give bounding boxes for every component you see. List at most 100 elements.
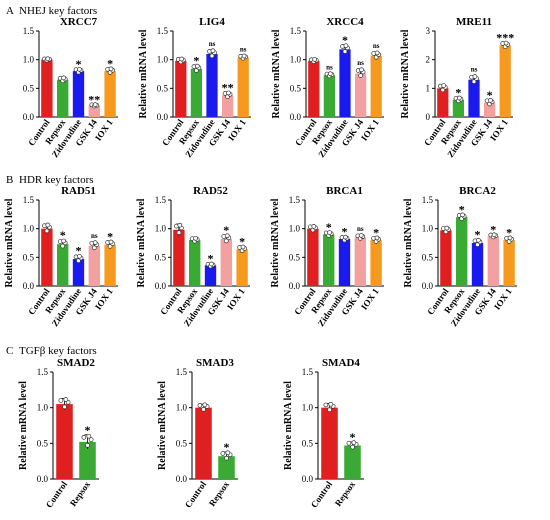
bar-iox-1 xyxy=(370,240,382,286)
data-point xyxy=(374,50,380,56)
significance-marker: * xyxy=(459,202,465,216)
y-tick-label: 0.5 xyxy=(290,83,302,93)
significance-marker: * xyxy=(455,86,461,100)
significance-marker: ns xyxy=(357,225,364,233)
y-tick-label: 1.5 xyxy=(422,195,434,205)
y-tick-label: 1.0 xyxy=(302,403,314,413)
data-point xyxy=(359,67,364,73)
data-point xyxy=(441,83,447,88)
data-point xyxy=(45,222,51,228)
bar-zidovudine xyxy=(72,71,85,117)
y-tick-label: 1.5 xyxy=(23,26,35,36)
y-tick-label: 0 xyxy=(426,112,431,122)
data-point xyxy=(108,66,114,72)
data-point xyxy=(351,440,357,445)
data-point xyxy=(197,403,203,408)
x-tick-label: Repsox xyxy=(68,479,93,508)
data-point xyxy=(60,243,66,249)
y-tick-label: 0.0 xyxy=(157,112,169,122)
y-axis-label: Relative mRNA level xyxy=(400,29,411,118)
bar-iox-1 xyxy=(370,55,382,117)
bar-repsox xyxy=(456,217,468,286)
data-point xyxy=(358,233,364,238)
y-tick-label: 0.0 xyxy=(37,474,49,484)
y-tick-label: 0.0 xyxy=(290,112,302,122)
bar-zidovudine xyxy=(468,79,480,117)
data-point xyxy=(460,212,465,218)
y-tick-label: 1 xyxy=(426,83,431,93)
bar-iox-1 xyxy=(237,57,249,117)
y-tick-label: 0.5 xyxy=(302,438,314,448)
chart-title: RAD52 xyxy=(193,185,228,197)
bar-gsk-j4 xyxy=(220,238,232,286)
data-point xyxy=(456,95,462,101)
data-point xyxy=(63,397,69,402)
x-tick-label: IOX 1 xyxy=(359,286,381,312)
significance-marker: * xyxy=(490,222,496,236)
plots: XRCC70.00.51.01.5ControlRepsox*Zidovudin… xyxy=(4,16,517,510)
data-point xyxy=(179,56,185,62)
data-point xyxy=(346,440,352,446)
significance-marker: ns xyxy=(373,42,380,50)
y-tick-label: 1.0 xyxy=(290,55,302,65)
bar-control xyxy=(437,88,449,117)
significance-marker: * xyxy=(373,225,379,239)
chart-title: LIG4 xyxy=(199,16,225,28)
chart-title: SMAD4 xyxy=(322,357,360,369)
y-axis-label: Relative mRNA level xyxy=(283,381,294,470)
y-tick-label: 0.5 xyxy=(155,252,167,262)
chart-title: MRE11 xyxy=(456,16,492,28)
data-point xyxy=(472,74,478,79)
bar-gsk-j4 xyxy=(88,245,100,286)
data-point xyxy=(342,49,348,54)
data-point xyxy=(108,239,114,245)
data-point xyxy=(86,433,92,439)
y-tick-label: 1.0 xyxy=(422,224,434,234)
data-point xyxy=(224,455,229,461)
x-tick-label: IOX 1 xyxy=(93,117,115,143)
data-point xyxy=(61,75,66,81)
y-tick-label: 0.0 xyxy=(23,112,35,122)
significance-marker: * xyxy=(193,53,199,67)
data-point xyxy=(328,401,334,407)
bar-control xyxy=(440,230,452,286)
y-axis-label: Relative mRNA level xyxy=(4,198,15,287)
data-point xyxy=(241,53,247,59)
chart-title: RAD51 xyxy=(61,185,96,197)
bar-repsox xyxy=(57,244,69,286)
significance-marker: ** xyxy=(88,92,100,106)
significance-marker: ns xyxy=(326,63,333,71)
y-tick-label: 3 xyxy=(426,26,431,36)
data-point xyxy=(176,230,182,235)
y-tick-label: 1.5 xyxy=(37,367,49,377)
y-tick-label: 1.0 xyxy=(23,224,35,234)
bar-control xyxy=(173,229,185,286)
data-point xyxy=(223,238,229,244)
bar-gsk-j4 xyxy=(354,73,367,117)
chart-title: BRCA1 xyxy=(326,185,363,197)
significance-marker: * xyxy=(342,225,348,239)
chart-xrcc7: XRCC70.00.51.01.5ControlRepsox*Zidovudin… xyxy=(23,16,118,159)
y-tick-label: 2 xyxy=(426,55,431,65)
bar-gsk-j4 xyxy=(483,102,496,117)
bar-repsox xyxy=(344,445,361,479)
data-point xyxy=(91,245,97,251)
chart-title: SMAD3 xyxy=(196,357,234,369)
y-tick-label: 0.5 xyxy=(176,438,188,448)
section-c-title: TGFβ key factors xyxy=(19,345,97,357)
data-point xyxy=(202,402,208,408)
y-axis-label: Relative mRNA level xyxy=(138,29,149,118)
y-tick-label: 0.0 xyxy=(302,474,314,484)
data-point xyxy=(476,237,481,243)
data-point xyxy=(343,43,349,49)
y-tick-label: 1.0 xyxy=(176,403,188,413)
data-point xyxy=(220,451,226,456)
significance-marker: ** xyxy=(222,80,234,94)
bar-zidovudine xyxy=(206,53,218,117)
significance-marker: ns xyxy=(357,59,364,67)
